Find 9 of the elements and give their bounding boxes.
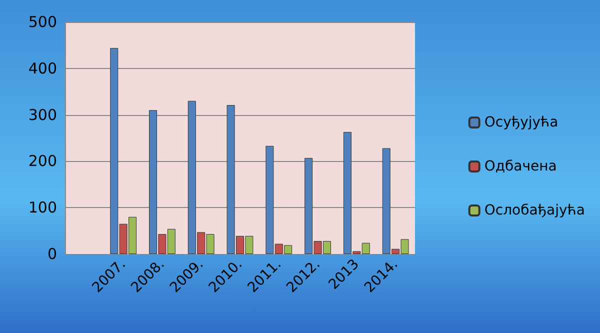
legend-label: Ослобађајућа [484,202,586,218]
y-tick-label: 100 [28,198,57,217]
legend-label: Осуђујућа [484,114,558,130]
y-tick-label: 500 [28,13,57,31]
y-tick-label: 400 [28,59,57,78]
y-tick-label: 200 [28,152,57,170]
y-tick-label: 300 [28,106,57,124]
y-tick-label: 0 [47,245,57,263]
legend-label: Одбачена [484,158,557,174]
